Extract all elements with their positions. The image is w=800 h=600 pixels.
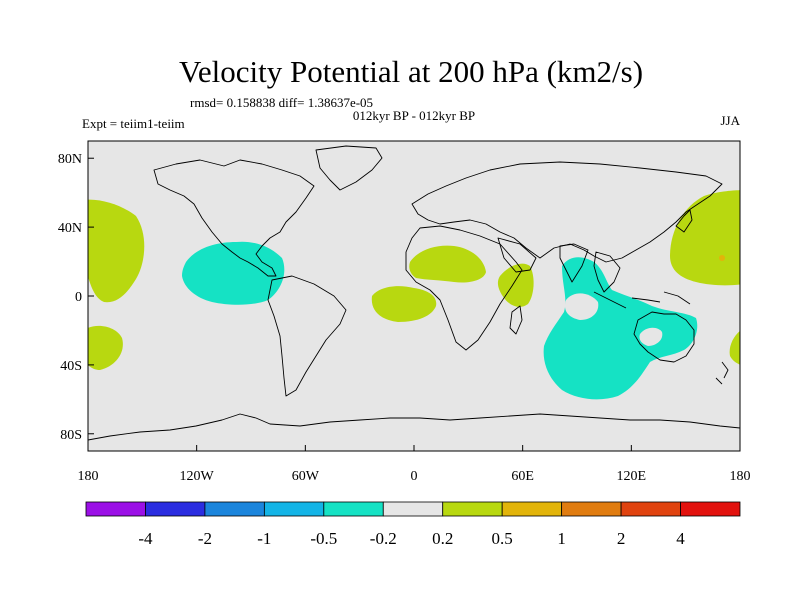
lon-tick-label: 180: [730, 469, 751, 484]
colorbar-swatch: [442, 501, 503, 517]
colorbar-label: 0.5: [492, 529, 513, 548]
coastline-australia: [633, 311, 695, 363]
colorbar-swatch: [145, 501, 206, 517]
season-label: JJA: [720, 113, 740, 128]
anomaly-spot-northwest-pacific: [719, 255, 725, 261]
coastline-north-america: [153, 159, 315, 277]
lat-tick-label: 40S: [60, 359, 82, 374]
anomaly-region-equatorial-atlantic: [371, 286, 437, 322]
anomaly-region-north-pacific: [88, 199, 145, 303]
coastline-india: [559, 243, 589, 283]
colorbar-swatch: [501, 501, 563, 517]
colorbar-swatch: [204, 501, 265, 517]
colorbar-label: -0.5: [310, 529, 337, 548]
anomaly-shading: [88, 190, 740, 400]
lon-tick-label: 120E: [617, 469, 647, 484]
anomaly-region-south-pacific: [88, 325, 123, 370]
colorbar-swatch: [85, 501, 146, 517]
colorbar-label: -4: [138, 529, 153, 548]
colorbar-label: 2: [617, 529, 626, 548]
anomaly-region-northwest-pacific: [670, 190, 740, 286]
colorbar-label: 1: [557, 529, 566, 548]
stats-text: rmsd= 0.158838 diff= 1.38637e-05: [190, 95, 373, 110]
coastline-arabia: [497, 237, 537, 273]
colorbar-swatch: [263, 501, 325, 517]
colorbar-label: 0.2: [432, 529, 453, 548]
coastline-europe-asia: [411, 161, 723, 263]
anomaly-hole-australia: [639, 327, 663, 346]
colorbar-label: -2: [198, 529, 212, 548]
colorbar-swatch: [323, 501, 384, 517]
coastline-indonesia: [593, 291, 691, 309]
anomaly-region-east-africa: [497, 263, 534, 307]
coastline-south-america: [267, 275, 347, 397]
colorbar-swatch: [620, 501, 681, 517]
figure-title: Velocity Potential at 200 hPa (km2/s): [179, 54, 643, 89]
colorbar-swatch: [382, 501, 444, 517]
longitude-axis: 180 120W 60W 0 60E 120E 180: [78, 445, 751, 484]
anomaly-region-sahel: [409, 245, 486, 283]
lon-tick-label: 60W: [292, 469, 320, 484]
coastline-japan: [675, 209, 693, 233]
coastline-madagascar: [509, 305, 523, 335]
coastline-greenland: [315, 145, 383, 191]
period-text: 012kyr BP - 012kyr BP: [353, 108, 475, 123]
colorbar-label: -1: [257, 529, 271, 548]
colorbar: -4 -2 -1 -0.5 -0.2 0.2 0.5 1 2 4: [85, 501, 741, 548]
lat-tick-label: 0: [75, 290, 82, 305]
anomaly-hole-indian-ocean: [564, 293, 599, 320]
lon-tick-label: 120W: [180, 469, 215, 484]
lon-tick-label: 0: [411, 469, 418, 484]
colorbar-label: 4: [676, 529, 685, 548]
anomaly-region-southwest-pacific: [729, 330, 740, 365]
lon-tick-label: 180: [78, 469, 99, 484]
coastline-antarctica: [88, 413, 740, 441]
coastlines: [88, 145, 740, 441]
coastline-africa: [405, 225, 523, 351]
map-content: [88, 145, 740, 441]
lat-tick-label: 80S: [60, 428, 82, 443]
colorbar-label: -0.2: [370, 529, 397, 548]
coastline-southeast-asia: [593, 251, 621, 293]
colorbar-swatch: [680, 501, 741, 517]
colorbar-swatch: [561, 501, 622, 517]
anomaly-region-indian-ocean: [543, 257, 698, 400]
latitude-axis: 80N 40N 0 40S 80S: [58, 152, 94, 443]
lat-tick-label: 40N: [58, 221, 82, 236]
coastline-new-zealand: [715, 361, 729, 385]
experiment-label: Expt = teiim1-teiim: [82, 116, 185, 131]
lat-tick-label: 80N: [58, 152, 82, 167]
lon-tick-label: 60E: [511, 469, 534, 484]
